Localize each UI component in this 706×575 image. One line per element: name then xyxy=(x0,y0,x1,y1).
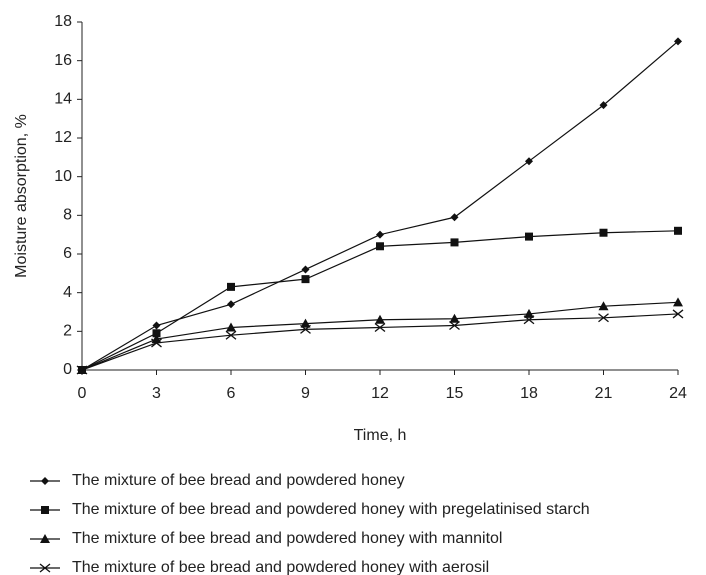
marker xyxy=(674,37,682,46)
marker xyxy=(227,300,235,309)
marker xyxy=(76,365,88,375)
marker xyxy=(598,313,609,323)
x-tick-label: 21 xyxy=(595,385,613,402)
x-tick-label: 18 xyxy=(520,385,538,402)
marker xyxy=(152,321,161,330)
marker xyxy=(300,324,311,334)
marker xyxy=(449,321,460,331)
legend-label: The mixture of bee bread and powdered ho… xyxy=(72,472,405,489)
marker xyxy=(40,534,50,543)
y-axis-label: Moisture absorption, % xyxy=(13,114,30,278)
legend-label: The mixture of bee bread and powdered ho… xyxy=(72,530,502,547)
marker xyxy=(41,477,49,485)
marker xyxy=(376,242,384,251)
marker xyxy=(376,230,384,239)
marker xyxy=(152,329,161,338)
marker xyxy=(226,322,236,332)
x-tick-label: 12 xyxy=(371,385,389,402)
marker xyxy=(41,506,49,514)
marker xyxy=(300,318,311,328)
marker xyxy=(523,315,535,325)
x-tick-label: 24 xyxy=(669,385,687,402)
series-line xyxy=(81,301,679,371)
x-tick-label: 0 xyxy=(78,385,87,402)
y-tick-label: 16 xyxy=(54,52,72,69)
marker xyxy=(450,213,459,222)
marker xyxy=(524,308,534,318)
marker xyxy=(151,338,162,348)
marker xyxy=(301,275,310,284)
marker xyxy=(598,301,609,311)
y-tick-label: 8 xyxy=(63,207,72,224)
legend-label: The mixture of bee bread and powdered ho… xyxy=(72,501,590,518)
marker xyxy=(674,226,682,235)
marker xyxy=(450,238,459,247)
x-axis-label: Time, h xyxy=(354,427,407,444)
marker xyxy=(375,314,385,324)
marker xyxy=(672,309,684,319)
y-tick-label: 18 xyxy=(54,13,72,30)
marker xyxy=(225,330,237,340)
marker xyxy=(39,563,51,573)
x-tick-label: 6 xyxy=(227,385,236,402)
marker xyxy=(301,265,310,274)
marker xyxy=(227,282,235,291)
marker xyxy=(599,228,608,237)
marker xyxy=(673,297,683,307)
y-tick-label: 4 xyxy=(63,284,72,301)
legend-label: The mixture of bee bread and powdered ho… xyxy=(72,559,489,575)
x-tick-label: 15 xyxy=(446,385,464,402)
x-tick-label: 9 xyxy=(301,385,310,402)
y-tick-label: 0 xyxy=(63,361,72,378)
marker xyxy=(599,101,608,110)
y-tick-label: 12 xyxy=(54,129,72,146)
series-line xyxy=(81,230,679,371)
marker xyxy=(374,322,386,332)
marker xyxy=(525,157,533,166)
y-tick-label: 10 xyxy=(54,168,72,185)
x-tick-label: 3 xyxy=(152,385,161,402)
y-tick-label: 14 xyxy=(54,91,72,108)
marker xyxy=(449,313,460,323)
y-tick-label: 6 xyxy=(63,245,72,262)
y-tick-label: 2 xyxy=(63,323,72,340)
marker xyxy=(525,232,533,241)
